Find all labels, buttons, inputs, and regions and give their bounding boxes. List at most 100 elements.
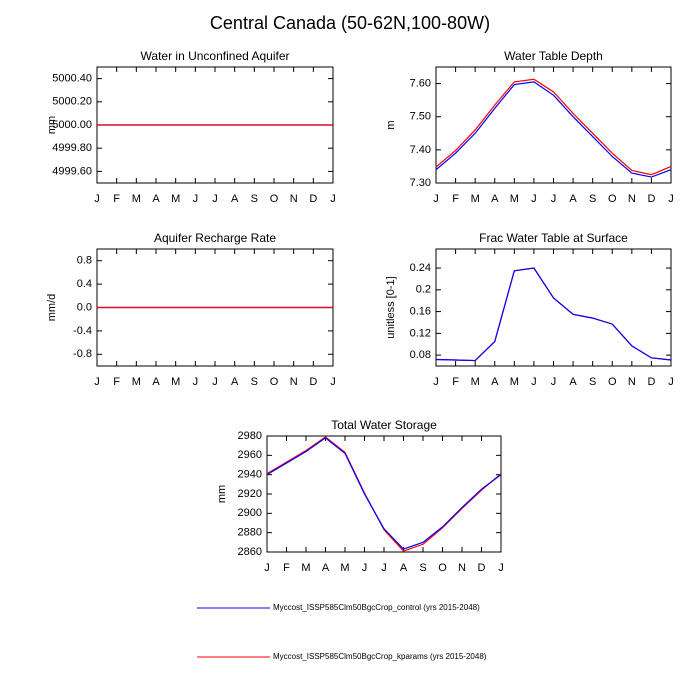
x-tick-label: J <box>381 562 387 574</box>
x-tick-label: A <box>322 562 330 574</box>
x-tick-label: M <box>510 193 519 205</box>
x-tick-label: F <box>452 376 459 388</box>
x-tick-label: J <box>330 376 336 388</box>
x-tick-label: S <box>251 376 258 388</box>
x-tick-label: F <box>283 562 290 574</box>
x-tick-label: F <box>452 193 459 205</box>
x-tick-label: S <box>589 376 596 388</box>
x-tick-label: M <box>340 562 349 574</box>
x-tick-label: J <box>551 193 557 205</box>
x-tick-label: D <box>478 562 486 574</box>
y-axis-label: mm/d <box>46 294 58 322</box>
y-tick-label: -0.4 <box>73 325 92 337</box>
y-tick-label: 0.16 <box>410 305 431 317</box>
x-tick-label: F <box>113 193 120 205</box>
x-tick-label: M <box>171 193 180 205</box>
x-tick-label: D <box>309 193 317 205</box>
x-tick-label: M <box>510 376 519 388</box>
x-tick-label: N <box>628 376 636 388</box>
panel-title: Water in Unconfined Aquifer <box>141 49 290 63</box>
y-tick-label: 2860 <box>238 546 262 558</box>
y-tick-label: 0.4 <box>77 278 92 290</box>
y-tick-label: 0.08 <box>410 349 431 361</box>
y-tick-label: 5000.40 <box>52 73 92 85</box>
y-tick-label: 2940 <box>238 469 262 481</box>
y-tick-label: 7.40 <box>410 144 431 156</box>
x-tick-label: J <box>212 193 218 205</box>
x-tick-label: J <box>362 562 368 574</box>
y-axis-label: unitless [0-1] <box>385 276 397 338</box>
x-tick-label: J <box>94 193 100 205</box>
x-tick-label: M <box>471 193 480 205</box>
x-tick-label: J <box>330 193 336 205</box>
x-tick-label: A <box>569 376 577 388</box>
y-tick-label: 0.0 <box>77 301 92 313</box>
y-tick-label: 2980 <box>238 430 262 442</box>
x-tick-label: J <box>193 376 199 388</box>
y-tick-label: 7.60 <box>410 77 431 89</box>
panel-title: Total Water Storage <box>331 418 437 432</box>
x-tick-label: F <box>113 376 120 388</box>
series-line <box>266 437 502 550</box>
x-tick-label: A <box>152 376 160 388</box>
panel-title: Aquifer Recharge Rate <box>154 231 276 245</box>
x-tick-label: J <box>498 562 504 574</box>
x-tick-label: S <box>589 193 596 205</box>
panel-title: Water Table Depth <box>504 49 603 63</box>
x-tick-label: J <box>433 193 439 205</box>
x-tick-label: J <box>668 193 674 205</box>
x-tick-label: A <box>569 193 577 205</box>
y-tick-label: 0.12 <box>410 327 431 339</box>
x-tick-label: M <box>171 376 180 388</box>
x-tick-label: J <box>551 376 557 388</box>
x-tick-label: M <box>301 562 310 574</box>
x-tick-label: A <box>152 193 160 205</box>
legend-label: Myccost_ISSP585Clm50BgcCrop_kparams (yrs… <box>273 652 487 661</box>
x-tick-label: A <box>400 562 408 574</box>
y-tick-label: 2880 <box>238 527 262 539</box>
plot-frame <box>266 435 502 553</box>
x-tick-label: O <box>270 376 279 388</box>
x-tick-label: D <box>647 376 655 388</box>
y-tick-label: 0.24 <box>410 262 431 274</box>
x-tick-label: J <box>531 193 537 205</box>
y-tick-label: 7.50 <box>410 111 431 123</box>
x-tick-label: A <box>231 193 239 205</box>
x-tick-label: J <box>264 562 270 574</box>
x-tick-label: J <box>94 376 100 388</box>
x-tick-label: J <box>668 376 674 388</box>
plot-frame <box>435 248 672 367</box>
y-tick-label: -0.8 <box>73 348 92 360</box>
y-tick-label: 2900 <box>238 507 262 519</box>
x-tick-label: D <box>647 193 655 205</box>
x-tick-label: J <box>531 376 537 388</box>
y-tick-label: 0.8 <box>77 255 92 267</box>
x-tick-label: J <box>433 376 439 388</box>
series-line <box>435 78 672 176</box>
x-tick-label: N <box>628 193 636 205</box>
y-tick-label: 4999.60 <box>52 165 92 177</box>
plot-frame <box>435 66 672 184</box>
series-line <box>435 81 672 178</box>
x-tick-label: N <box>458 562 466 574</box>
series-line <box>435 267 672 362</box>
y-tick-label: 7.30 <box>410 177 431 189</box>
y-tick-label: 2920 <box>238 488 262 500</box>
x-tick-label: A <box>491 193 499 205</box>
series-line <box>435 267 672 362</box>
x-tick-label: O <box>608 193 617 205</box>
x-tick-label: M <box>471 376 480 388</box>
x-tick-label: D <box>309 376 317 388</box>
series-line <box>266 436 502 552</box>
x-tick-label: O <box>608 376 617 388</box>
x-tick-label: S <box>419 562 426 574</box>
x-tick-label: N <box>290 376 298 388</box>
x-tick-label: S <box>251 193 258 205</box>
y-axis-label: mm <box>46 116 58 134</box>
y-tick-label: 5000.20 <box>52 96 92 108</box>
x-tick-label: A <box>491 376 499 388</box>
panel-title: Frac Water Table at Surface <box>479 231 628 245</box>
x-tick-label: O <box>438 562 447 574</box>
y-tick-label: 4999.80 <box>52 142 92 154</box>
